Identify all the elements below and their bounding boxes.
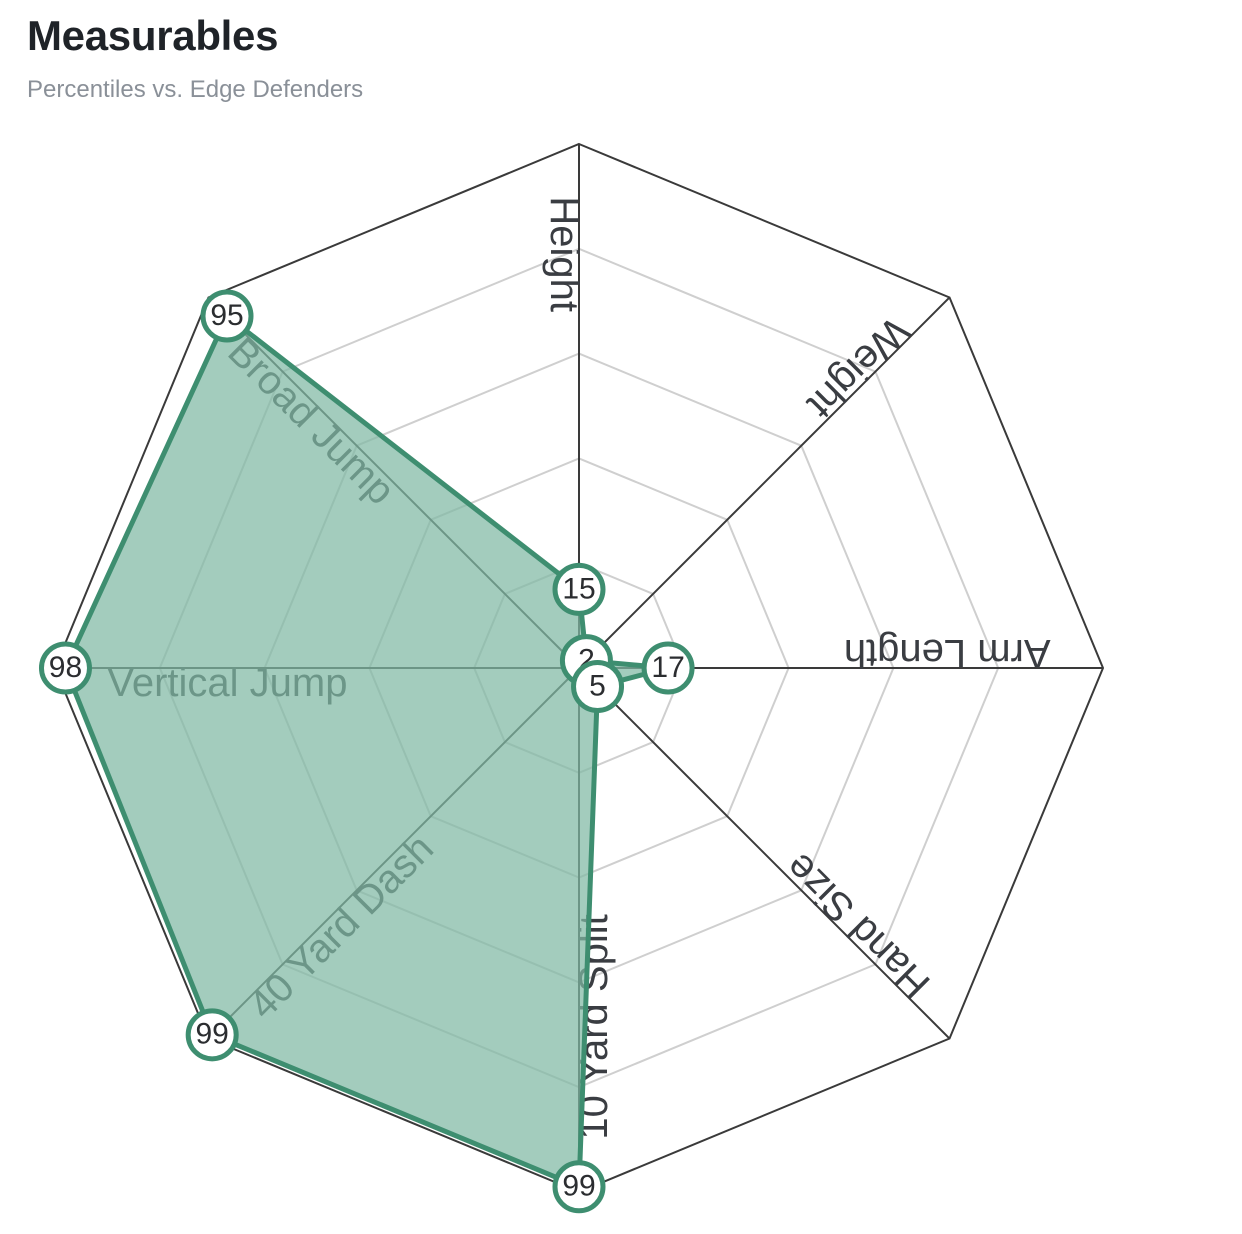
data-label-vertical-jump: 98 [49, 651, 82, 684]
data-label-40-yard-dash: 99 [195, 1018, 228, 1051]
data-label-10-yard-split: 99 [562, 1170, 595, 1203]
series-area [62, 313, 671, 1190]
data-point-10-yard-split[interactable] [552, 1160, 606, 1214]
data-point-broad-jump[interactable] [200, 289, 254, 343]
data-label-height: 15 [562, 572, 595, 605]
data-point-hand-size[interactable] [571, 660, 625, 714]
data-label-arm-length: 17 [651, 651, 684, 684]
axis-label-weight: Weight [799, 308, 918, 427]
axis-spoke-hand-size [578, 667, 951, 1040]
data-point-40-yard-dash[interactable] [185, 1008, 239, 1062]
axis-label-arm-length: Arm Length [844, 631, 1051, 675]
axis-label-height: Height [542, 196, 586, 312]
data-label-broad-jump: 95 [210, 299, 243, 332]
axis-spoke-weight [578, 296, 951, 669]
data-point-arm-length[interactable] [641, 641, 695, 695]
data-label-hand-size: 5 [589, 669, 606, 702]
data-point-height[interactable] [552, 562, 606, 616]
data-point-vertical-jump[interactable] [38, 641, 92, 695]
chart-title: Measurables [27, 12, 279, 59]
chart-subtitle: Percentiles vs. Edge Defenders [27, 76, 364, 103]
